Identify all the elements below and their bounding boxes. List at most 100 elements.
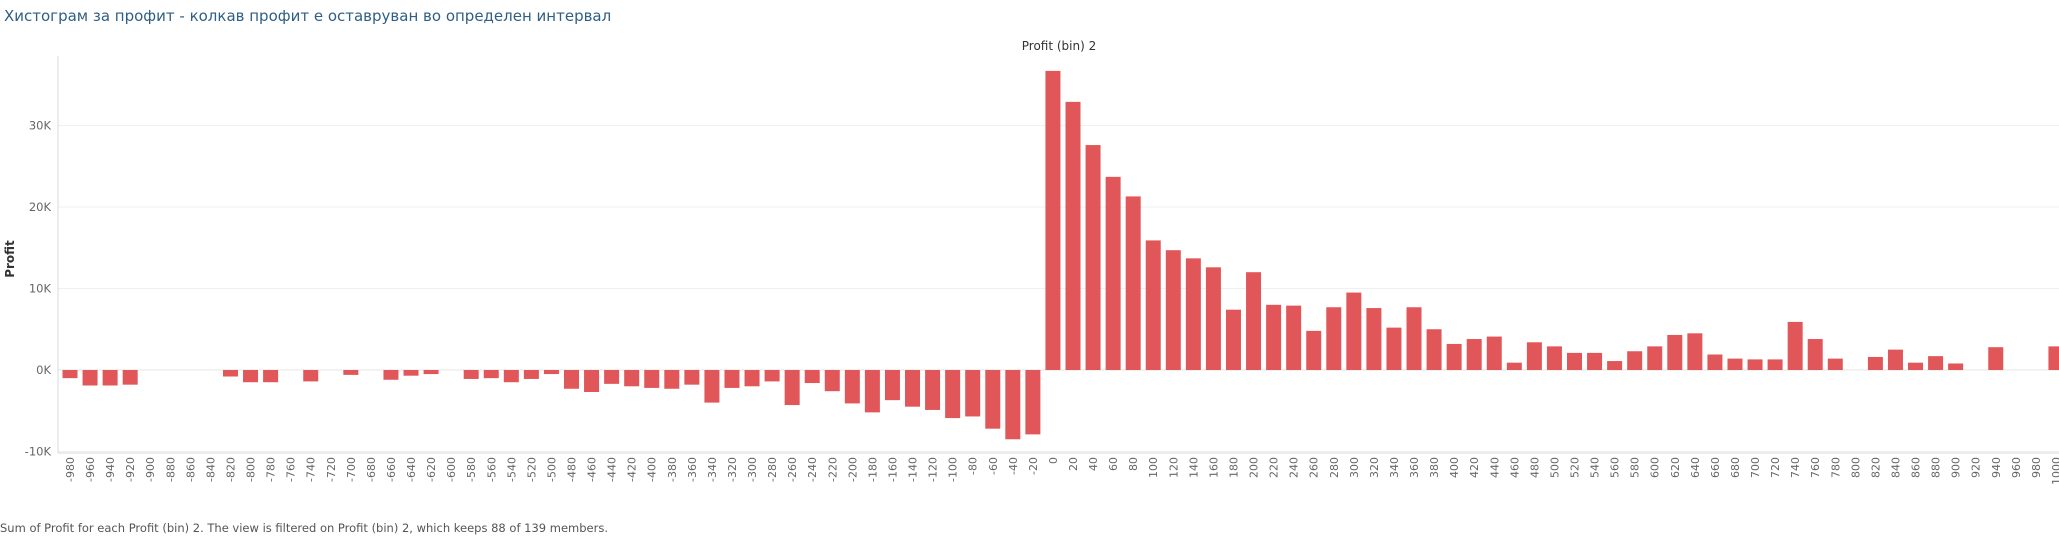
- bar[interactable]: [1526, 342, 1542, 370]
- bar[interactable]: [102, 370, 118, 386]
- bar[interactable]: [2048, 346, 2059, 370]
- bar[interactable]: [985, 370, 1001, 429]
- bar[interactable]: [122, 370, 138, 385]
- bar[interactable]: [564, 370, 579, 389]
- bar[interactable]: [1145, 240, 1161, 370]
- bar[interactable]: [1587, 352, 1603, 370]
- bar[interactable]: [1667, 334, 1683, 370]
- bar[interactable]: [1647, 346, 1663, 370]
- x-tick-label: 700: [1749, 457, 1762, 478]
- bar[interactable]: [1486, 336, 1502, 370]
- bar[interactable]: [844, 370, 860, 404]
- bar[interactable]: [945, 370, 961, 419]
- bar[interactable]: [1928, 356, 1944, 370]
- bar[interactable]: [644, 370, 660, 388]
- bar[interactable]: [1506, 362, 1522, 370]
- bar[interactable]: [343, 370, 359, 375]
- bar[interactable]: [604, 370, 620, 384]
- bar[interactable]: [1225, 309, 1241, 370]
- bar[interactable]: [1205, 267, 1221, 370]
- bar[interactable]: [1707, 354, 1723, 370]
- bar[interactable]: [1326, 307, 1342, 370]
- bar[interactable]: [664, 370, 680, 389]
- x-tick-label: -680: [365, 457, 378, 482]
- x-tick-label: 740: [1789, 457, 1802, 478]
- bar[interactable]: [824, 370, 840, 392]
- bar[interactable]: [62, 370, 78, 379]
- bar[interactable]: [1246, 272, 1262, 370]
- bar[interactable]: [584, 370, 600, 392]
- bar[interactable]: [744, 370, 760, 387]
- bar[interactable]: [1266, 304, 1282, 370]
- bar[interactable]: [1988, 347, 2004, 370]
- bar[interactable]: [1105, 176, 1121, 370]
- bar[interactable]: [82, 370, 98, 386]
- bar[interactable]: [1446, 343, 1462, 370]
- bar[interactable]: [1406, 307, 1422, 370]
- bar[interactable]: [1165, 250, 1181, 370]
- bar[interactable]: [1627, 351, 1643, 370]
- bar[interactable]: [884, 370, 900, 401]
- bar[interactable]: [1085, 145, 1101, 370]
- bar[interactable]: [925, 370, 941, 410]
- x-tick-label: 120: [1167, 457, 1180, 478]
- bar[interactable]: [1366, 308, 1382, 370]
- bar[interactable]: [1908, 362, 1924, 370]
- bar[interactable]: [804, 370, 820, 384]
- bar[interactable]: [1607, 361, 1623, 370]
- x-tick-label: -780: [265, 457, 278, 482]
- bar[interactable]: [1065, 101, 1081, 371]
- x-tick-label: 260: [1308, 457, 1321, 478]
- bar[interactable]: [1887, 349, 1903, 371]
- bar[interactable]: [503, 370, 519, 383]
- bar[interactable]: [1286, 305, 1302, 370]
- bar[interactable]: [784, 370, 800, 406]
- bar[interactable]: [624, 370, 640, 387]
- bar[interactable]: [1787, 321, 1803, 370]
- bar[interactable]: [1687, 333, 1703, 370]
- bar[interactable]: [523, 370, 539, 379]
- bar[interactable]: [1807, 339, 1823, 370]
- bar[interactable]: [704, 370, 720, 403]
- bar[interactable]: [764, 370, 780, 382]
- bar[interactable]: [1546, 346, 1562, 370]
- bar[interactable]: [1827, 358, 1843, 370]
- bar[interactable]: [1005, 370, 1021, 440]
- x-tick-label: 240: [1288, 457, 1301, 478]
- bar[interactable]: [1386, 327, 1402, 370]
- bar[interactable]: [1025, 370, 1041, 435]
- bar[interactable]: [483, 370, 499, 379]
- bar[interactable]: [1767, 359, 1783, 370]
- bar[interactable]: [1185, 258, 1201, 370]
- bar[interactable]: [543, 370, 559, 375]
- x-tick-label: 60: [1107, 457, 1120, 471]
- x-tick-label: 940: [1990, 457, 2003, 478]
- bar[interactable]: [905, 370, 921, 407]
- bar[interactable]: [1306, 330, 1322, 370]
- bar[interactable]: [263, 370, 279, 383]
- bar[interactable]: [684, 370, 700, 385]
- x-tick-label: 820: [1869, 457, 1882, 478]
- bar[interactable]: [383, 370, 399, 380]
- bar[interactable]: [1867, 356, 1883, 370]
- bar[interactable]: [1948, 363, 1964, 370]
- bar[interactable]: [1747, 359, 1763, 370]
- bar[interactable]: [222, 370, 238, 377]
- bar[interactable]: [303, 370, 319, 382]
- bar[interactable]: [1466, 339, 1482, 370]
- bar[interactable]: [965, 370, 981, 417]
- bar[interactable]: [423, 370, 439, 375]
- bar[interactable]: [1125, 196, 1141, 370]
- bar[interactable]: [1727, 358, 1743, 370]
- x-tick-label: -900: [144, 457, 157, 482]
- bar[interactable]: [403, 370, 419, 376]
- bar[interactable]: [1045, 70, 1061, 370]
- bar[interactable]: [463, 370, 479, 379]
- bar[interactable]: [1567, 352, 1582, 370]
- bar[interactable]: [243, 370, 259, 383]
- bar[interactable]: [864, 370, 880, 413]
- x-tick-label: -700: [345, 457, 358, 482]
- bar[interactable]: [1346, 292, 1362, 370]
- bar[interactable]: [1426, 329, 1442, 370]
- bar[interactable]: [724, 370, 740, 388]
